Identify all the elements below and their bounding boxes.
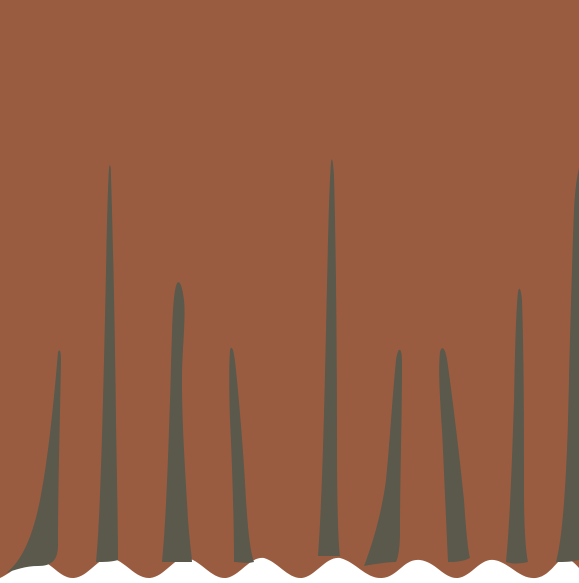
spike-7 — [439, 348, 470, 562]
spike-4 — [229, 347, 254, 563]
spike-6 — [364, 349, 402, 566]
spike-2 — [96, 165, 118, 563]
spike-9 — [556, 168, 579, 562]
spike-5 — [318, 159, 340, 557]
spike-3 — [162, 282, 192, 562]
spike-1 — [6, 350, 61, 573]
spike-8 — [506, 288, 528, 564]
